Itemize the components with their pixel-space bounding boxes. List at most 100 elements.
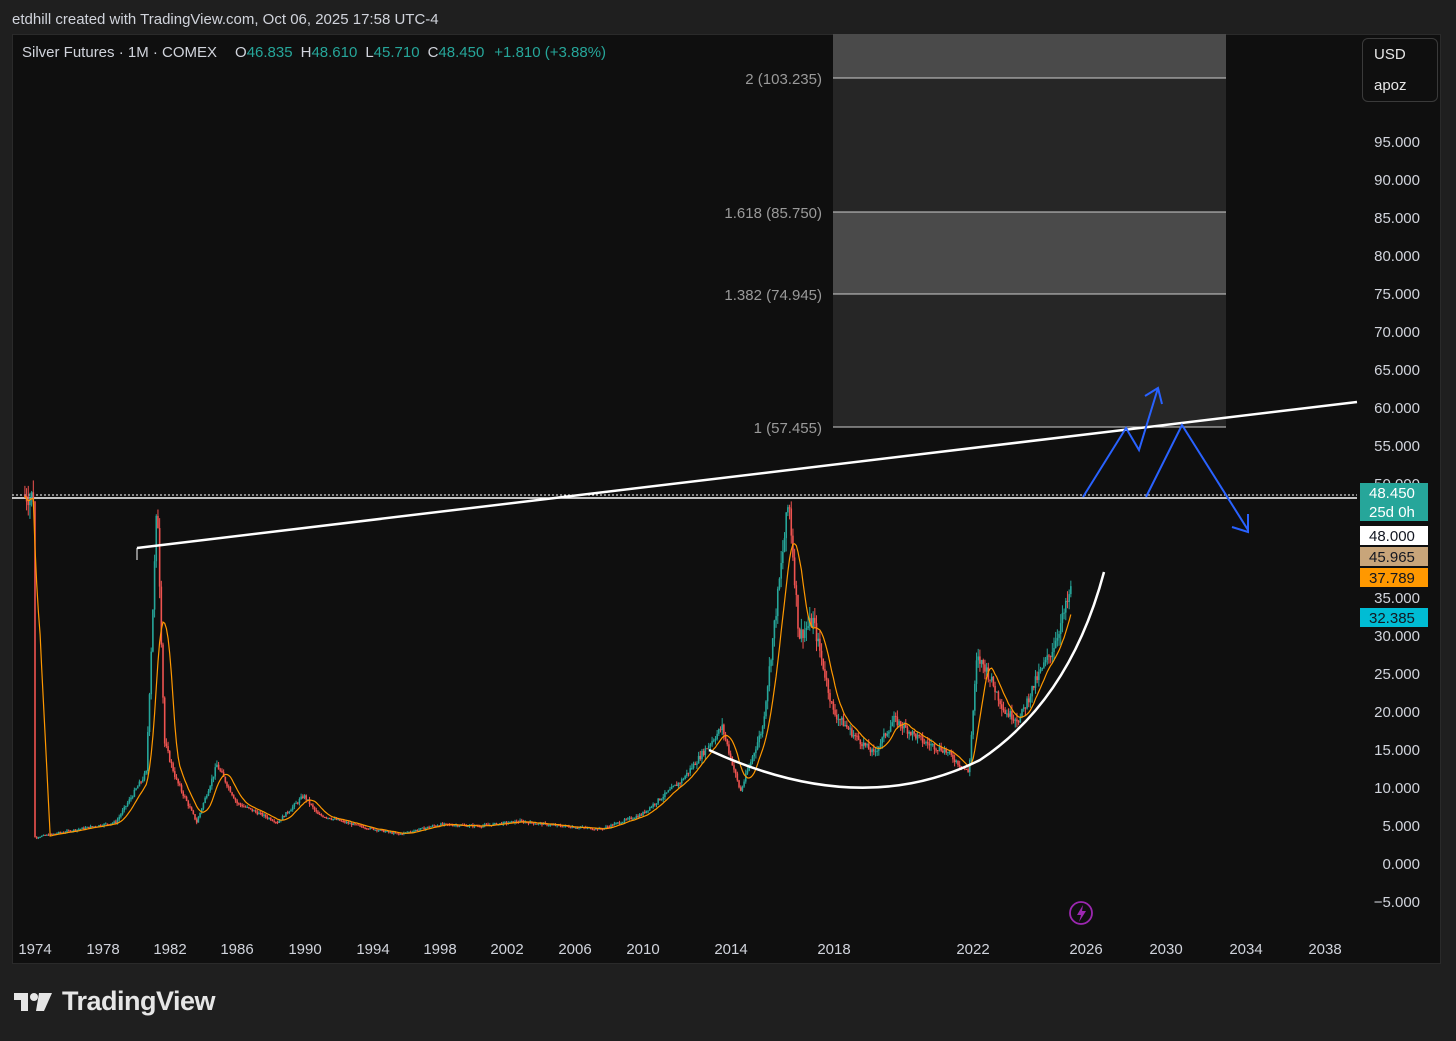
candle-body xyxy=(623,819,626,822)
price-tick: 75.000 xyxy=(1374,286,1420,303)
candle-body xyxy=(734,769,737,774)
trendline[interactable] xyxy=(136,400,1358,550)
candle-body xyxy=(485,824,488,826)
change-value: +1.810 (+3.88%) xyxy=(494,44,607,61)
candle-body xyxy=(563,826,565,828)
candle-body xyxy=(189,806,191,808)
price-tick: 80.000 xyxy=(1374,248,1420,265)
candle-body xyxy=(141,779,144,782)
cup-curve[interactable] xyxy=(708,571,1106,789)
lightning-icon[interactable] xyxy=(1069,901,1093,925)
candle-body xyxy=(896,716,899,726)
candle-body xyxy=(209,786,211,792)
price-badge-label: 32.385 xyxy=(1369,610,1415,627)
projection-up-arrowhead xyxy=(1144,386,1163,405)
currency-label[interactable]: USD xyxy=(1374,46,1406,63)
candle-body xyxy=(643,811,646,813)
candle-body xyxy=(825,677,828,680)
candle-body xyxy=(504,822,506,824)
candle-body xyxy=(163,697,166,744)
candle-body xyxy=(185,796,188,801)
candle-body xyxy=(842,717,845,727)
candle-body xyxy=(992,676,995,686)
candle-body xyxy=(739,787,742,791)
candle-body xyxy=(152,609,154,652)
price-badges: 48.450 25d 0h 48.000 45.965 37.789 32.385 xyxy=(1360,483,1428,627)
candle-body xyxy=(275,821,277,823)
candle-body xyxy=(906,727,909,734)
candle-body xyxy=(815,623,818,642)
candle-body xyxy=(975,660,978,684)
candle-body xyxy=(552,824,555,826)
candle-body xyxy=(168,751,171,762)
candle-body xyxy=(76,829,78,831)
candle-body xyxy=(295,802,297,804)
symbol-name[interactable]: Silver Futures · 1M · COMEX xyxy=(22,44,218,61)
candle-body xyxy=(864,742,867,746)
candle-body xyxy=(423,827,425,830)
candle-body xyxy=(568,826,570,828)
candle-body xyxy=(984,664,986,672)
candle-body xyxy=(347,822,350,824)
time-tick: 2010 xyxy=(626,941,659,958)
candle-body xyxy=(760,733,762,736)
candle-body xyxy=(426,826,429,828)
candle-body xyxy=(140,781,142,783)
candle-body xyxy=(701,750,703,760)
candle-body xyxy=(1012,719,1015,721)
candle-body xyxy=(77,829,80,831)
candle-body xyxy=(675,784,678,786)
candle-body xyxy=(593,829,595,831)
candle-body xyxy=(1044,659,1047,663)
fib-extension-zone[interactable]: 2 (103.235) 1.618 (85.750) 1.382 (74.945… xyxy=(724,34,1226,437)
candle-body xyxy=(974,683,976,711)
candle-body xyxy=(569,827,572,829)
candle-body xyxy=(755,749,757,754)
candle-body xyxy=(923,742,926,744)
candle-body xyxy=(180,785,183,792)
candle-body xyxy=(430,826,432,828)
candle-body xyxy=(113,821,115,823)
candle-body xyxy=(785,512,787,539)
price-badge xyxy=(1360,568,1428,587)
time-tick: 1994 xyxy=(356,941,389,958)
candle-body xyxy=(271,820,274,822)
candle-body xyxy=(157,515,159,529)
candle-body xyxy=(283,816,286,818)
candle-body xyxy=(330,818,333,820)
candle-body xyxy=(908,732,910,734)
candle-body xyxy=(595,828,597,830)
low-value: 45.710 xyxy=(373,44,420,61)
candle-body xyxy=(1007,713,1010,717)
candle-body xyxy=(1009,711,1012,717)
candle-body xyxy=(1046,655,1049,660)
projection-path[interactable] xyxy=(1082,386,1249,534)
candle-body xyxy=(1054,640,1057,648)
fib-label-1618: 1.618 (85.750) xyxy=(724,205,822,222)
candle-body xyxy=(241,804,243,807)
time-tick: 2034 xyxy=(1229,941,1262,958)
candle-body xyxy=(930,744,932,746)
candle-body xyxy=(704,748,707,755)
candle-body xyxy=(37,837,40,839)
candle-body xyxy=(34,501,36,838)
candle-body xyxy=(830,701,833,703)
candle-body xyxy=(765,701,767,717)
candle-body xyxy=(861,744,863,747)
unit-label[interactable]: apoz xyxy=(1374,77,1407,94)
candle-body xyxy=(613,823,616,826)
low-label: L xyxy=(365,44,374,61)
currency-unit-menu[interactable]: USD apoz xyxy=(1362,38,1438,102)
price-tick: 85.000 xyxy=(1374,210,1420,227)
candle-body xyxy=(936,750,939,752)
candle-body xyxy=(554,824,557,826)
candle-body xyxy=(859,739,862,745)
candle-body xyxy=(54,833,57,835)
candle-body xyxy=(925,741,927,744)
candle-body xyxy=(893,715,895,723)
candle-body xyxy=(920,735,922,737)
candle-body xyxy=(1029,696,1032,703)
candle-body xyxy=(362,826,365,828)
symbol-legend: Silver Futures · 1M · COMEX O 46.835 H 48.… xyxy=(22,44,606,61)
